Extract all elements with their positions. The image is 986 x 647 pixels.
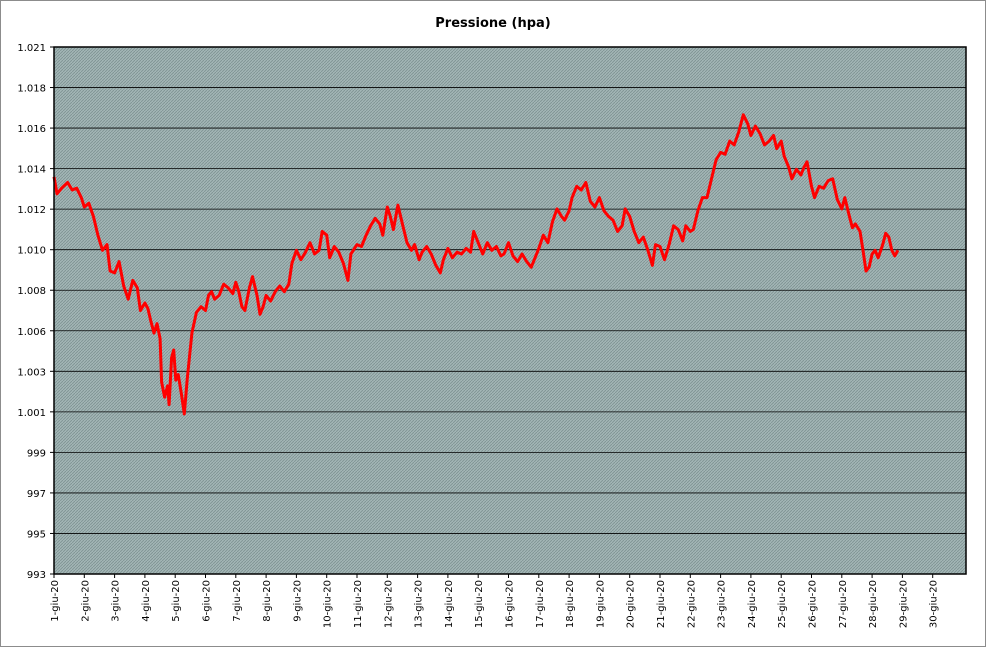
x-tick-label: 27-giu-20 bbox=[838, 580, 849, 628]
gridlines bbox=[54, 87, 966, 534]
y-tick-label: 1.003 bbox=[17, 367, 46, 378]
y-tick-label: 1.014 bbox=[17, 165, 46, 176]
y-tick-label: 995 bbox=[27, 529, 46, 540]
x-axis-ticks: 1-giu-20 2-giu-20 3-giu-20 4-giu-20 5-giu-20… bbox=[50, 574, 940, 628]
x-tick-label: 16-giu-20 bbox=[505, 580, 516, 628]
x-tick-label: 14-giu-20 bbox=[444, 580, 455, 628]
plot-area bbox=[54, 47, 966, 574]
x-tick-label: 15-giu-20 bbox=[474, 580, 485, 628]
y-tick-label: 1.021 bbox=[17, 43, 46, 54]
y-tick-label: 993 bbox=[27, 570, 46, 581]
x-tick-label: 19-giu-20 bbox=[595, 580, 606, 628]
x-tick-label: 30-giu-20 bbox=[929, 580, 940, 628]
x-tick-label: 8-giu-20 bbox=[262, 580, 273, 622]
x-tick-label: 7-giu-20 bbox=[232, 580, 243, 622]
x-tick-label: 13-giu-20 bbox=[414, 580, 425, 628]
x-tick-label: 4-giu-20 bbox=[141, 580, 152, 622]
x-tick-label: 10-giu-20 bbox=[323, 580, 334, 628]
pressure-series-line bbox=[52, 113, 900, 416]
y-tick-label: 1.010 bbox=[17, 246, 46, 257]
y-tick-label: 1.001 bbox=[17, 408, 46, 419]
x-tick-label: 11-giu-20 bbox=[353, 580, 364, 628]
y-tick-label: 1.006 bbox=[17, 327, 46, 338]
x-tick-label: 1-giu-20 bbox=[50, 580, 61, 622]
x-tick-label: 3-giu-20 bbox=[111, 580, 122, 622]
chart-title: Pressione (hpa) bbox=[435, 16, 550, 31]
x-tick-label: 26-giu-20 bbox=[808, 580, 819, 628]
plot-border bbox=[53, 46, 967, 575]
x-tick-label: 21-giu-20 bbox=[656, 580, 667, 628]
y-tick-label: 999 bbox=[27, 448, 46, 459]
x-tick-label: 2-giu-20 bbox=[80, 580, 91, 622]
y-axis-ticks: 993 995 997 999 1.001 1.003 1.006 1.008 1.010 1.0… bbox=[17, 43, 54, 581]
x-tick-label: 20-giu-20 bbox=[626, 580, 637, 628]
x-tick-label: 25-giu-20 bbox=[777, 580, 788, 628]
y-tick-label: 1.018 bbox=[17, 84, 46, 95]
y-tick-label: 997 bbox=[27, 489, 46, 500]
x-tick-label: 28-giu-20 bbox=[868, 580, 879, 628]
x-tick-label: 5-giu-20 bbox=[171, 580, 182, 622]
x-tick-label: 6-giu-20 bbox=[202, 580, 213, 622]
x-tick-label: 9-giu-20 bbox=[292, 580, 303, 622]
x-tick-label: 24-giu-20 bbox=[747, 580, 758, 628]
y-tick-label: 1.008 bbox=[17, 286, 46, 297]
x-tick-label: 18-giu-20 bbox=[565, 580, 576, 628]
x-tick-label: 29-giu-20 bbox=[898, 580, 909, 628]
x-tick-label: 12-giu-20 bbox=[383, 580, 394, 628]
y-tick-label: 1.012 bbox=[17, 205, 46, 216]
x-tick-label: 22-giu-20 bbox=[686, 580, 697, 628]
x-tick-label: 23-giu-20 bbox=[717, 580, 728, 628]
x-tick-label: 17-giu-20 bbox=[535, 580, 546, 628]
y-tick-label: 1.016 bbox=[17, 124, 46, 135]
